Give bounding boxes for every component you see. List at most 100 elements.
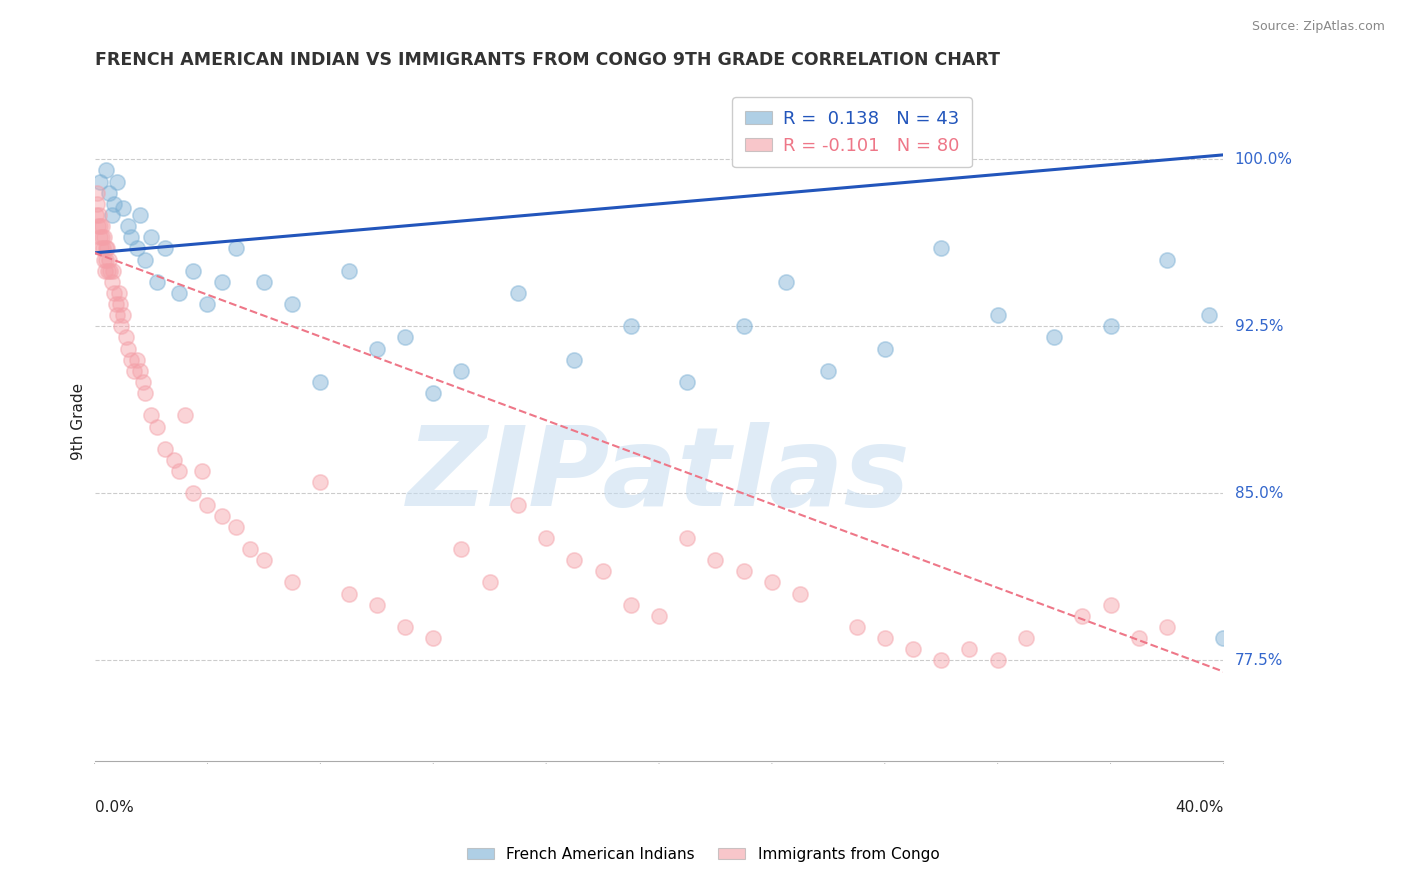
Point bbox=[87, 208, 110, 222]
Point bbox=[211, 275, 233, 289]
Point bbox=[97, 252, 120, 267]
Point bbox=[153, 241, 176, 255]
Point bbox=[394, 330, 416, 344]
Point bbox=[100, 208, 122, 222]
Point bbox=[167, 464, 190, 478]
Text: 77.5%: 77.5% bbox=[1234, 653, 1282, 668]
Point bbox=[676, 375, 699, 389]
Point bbox=[131, 375, 153, 389]
Point bbox=[94, 163, 117, 178]
Point bbox=[450, 364, 472, 378]
Point bbox=[733, 565, 755, 579]
Point bbox=[281, 297, 304, 311]
Point bbox=[87, 219, 110, 233]
Point bbox=[110, 319, 132, 334]
Point bbox=[97, 263, 120, 277]
Point bbox=[197, 297, 219, 311]
Point bbox=[1198, 308, 1220, 322]
Point bbox=[97, 186, 120, 200]
Point bbox=[366, 342, 388, 356]
Point bbox=[183, 486, 205, 500]
Text: ZIPatlas: ZIPatlas bbox=[408, 422, 911, 529]
Point bbox=[86, 186, 108, 200]
Point bbox=[1156, 620, 1178, 634]
Point bbox=[281, 575, 304, 590]
Point bbox=[94, 241, 117, 255]
Point bbox=[93, 252, 115, 267]
Point bbox=[90, 241, 112, 255]
Point bbox=[139, 409, 162, 423]
Point bbox=[704, 553, 727, 567]
Point bbox=[1099, 319, 1122, 334]
Point bbox=[422, 386, 444, 401]
Point bbox=[91, 230, 114, 244]
Point bbox=[96, 241, 118, 255]
Point bbox=[775, 275, 797, 289]
Point bbox=[592, 565, 614, 579]
Point bbox=[111, 202, 134, 216]
Legend: R =  0.138   N = 43, R = -0.101   N = 80: R = 0.138 N = 43, R = -0.101 N = 80 bbox=[733, 97, 972, 168]
Point bbox=[901, 642, 924, 657]
Point bbox=[122, 364, 145, 378]
Point bbox=[90, 219, 112, 233]
Point bbox=[506, 498, 529, 512]
Point bbox=[366, 598, 388, 612]
Point bbox=[162, 453, 184, 467]
Point bbox=[506, 285, 529, 300]
Point bbox=[173, 409, 195, 423]
Point bbox=[167, 285, 190, 300]
Point bbox=[817, 364, 839, 378]
Point bbox=[134, 252, 156, 267]
Point bbox=[478, 575, 501, 590]
Text: FRENCH AMERICAN INDIAN VS IMMIGRANTS FROM CONGO 9TH GRADE CORRELATION CHART: FRENCH AMERICAN INDIAN VS IMMIGRANTS FRO… bbox=[94, 51, 1000, 69]
Point bbox=[86, 197, 108, 211]
Point bbox=[959, 642, 981, 657]
Point bbox=[107, 285, 129, 300]
Point bbox=[145, 419, 167, 434]
Point bbox=[1156, 252, 1178, 267]
Point bbox=[1071, 608, 1094, 623]
Point bbox=[101, 263, 124, 277]
Point bbox=[98, 263, 121, 277]
Text: 85.0%: 85.0% bbox=[1234, 486, 1282, 501]
Point bbox=[128, 364, 150, 378]
Point bbox=[145, 275, 167, 289]
Point bbox=[620, 319, 643, 334]
Point bbox=[450, 542, 472, 557]
Point bbox=[422, 631, 444, 645]
Point bbox=[120, 352, 142, 367]
Point bbox=[108, 297, 131, 311]
Point bbox=[191, 464, 214, 478]
Point bbox=[620, 598, 643, 612]
Point bbox=[134, 386, 156, 401]
Point bbox=[117, 342, 139, 356]
Point bbox=[1099, 598, 1122, 612]
Point bbox=[1128, 631, 1150, 645]
Text: Source: ZipAtlas.com: Source: ZipAtlas.com bbox=[1251, 20, 1385, 33]
Point bbox=[534, 531, 557, 545]
Point bbox=[873, 631, 896, 645]
Point bbox=[139, 230, 162, 244]
Point bbox=[845, 620, 868, 634]
Point bbox=[929, 241, 952, 255]
Point bbox=[128, 208, 150, 222]
Point bbox=[564, 553, 586, 567]
Point bbox=[105, 308, 128, 322]
Point bbox=[103, 197, 125, 211]
Point bbox=[337, 586, 360, 600]
Point bbox=[648, 608, 671, 623]
Point bbox=[789, 586, 811, 600]
Point bbox=[125, 352, 148, 367]
Point bbox=[197, 498, 219, 512]
Point bbox=[125, 241, 148, 255]
Point bbox=[225, 520, 247, 534]
Point bbox=[1015, 631, 1038, 645]
Point bbox=[114, 330, 136, 344]
Point bbox=[103, 285, 125, 300]
Point bbox=[91, 241, 114, 255]
Legend: French American Indians, Immigrants from Congo: French American Indians, Immigrants from… bbox=[461, 841, 945, 868]
Point bbox=[89, 230, 111, 244]
Point bbox=[105, 175, 128, 189]
Point bbox=[987, 308, 1010, 322]
Point bbox=[89, 219, 111, 233]
